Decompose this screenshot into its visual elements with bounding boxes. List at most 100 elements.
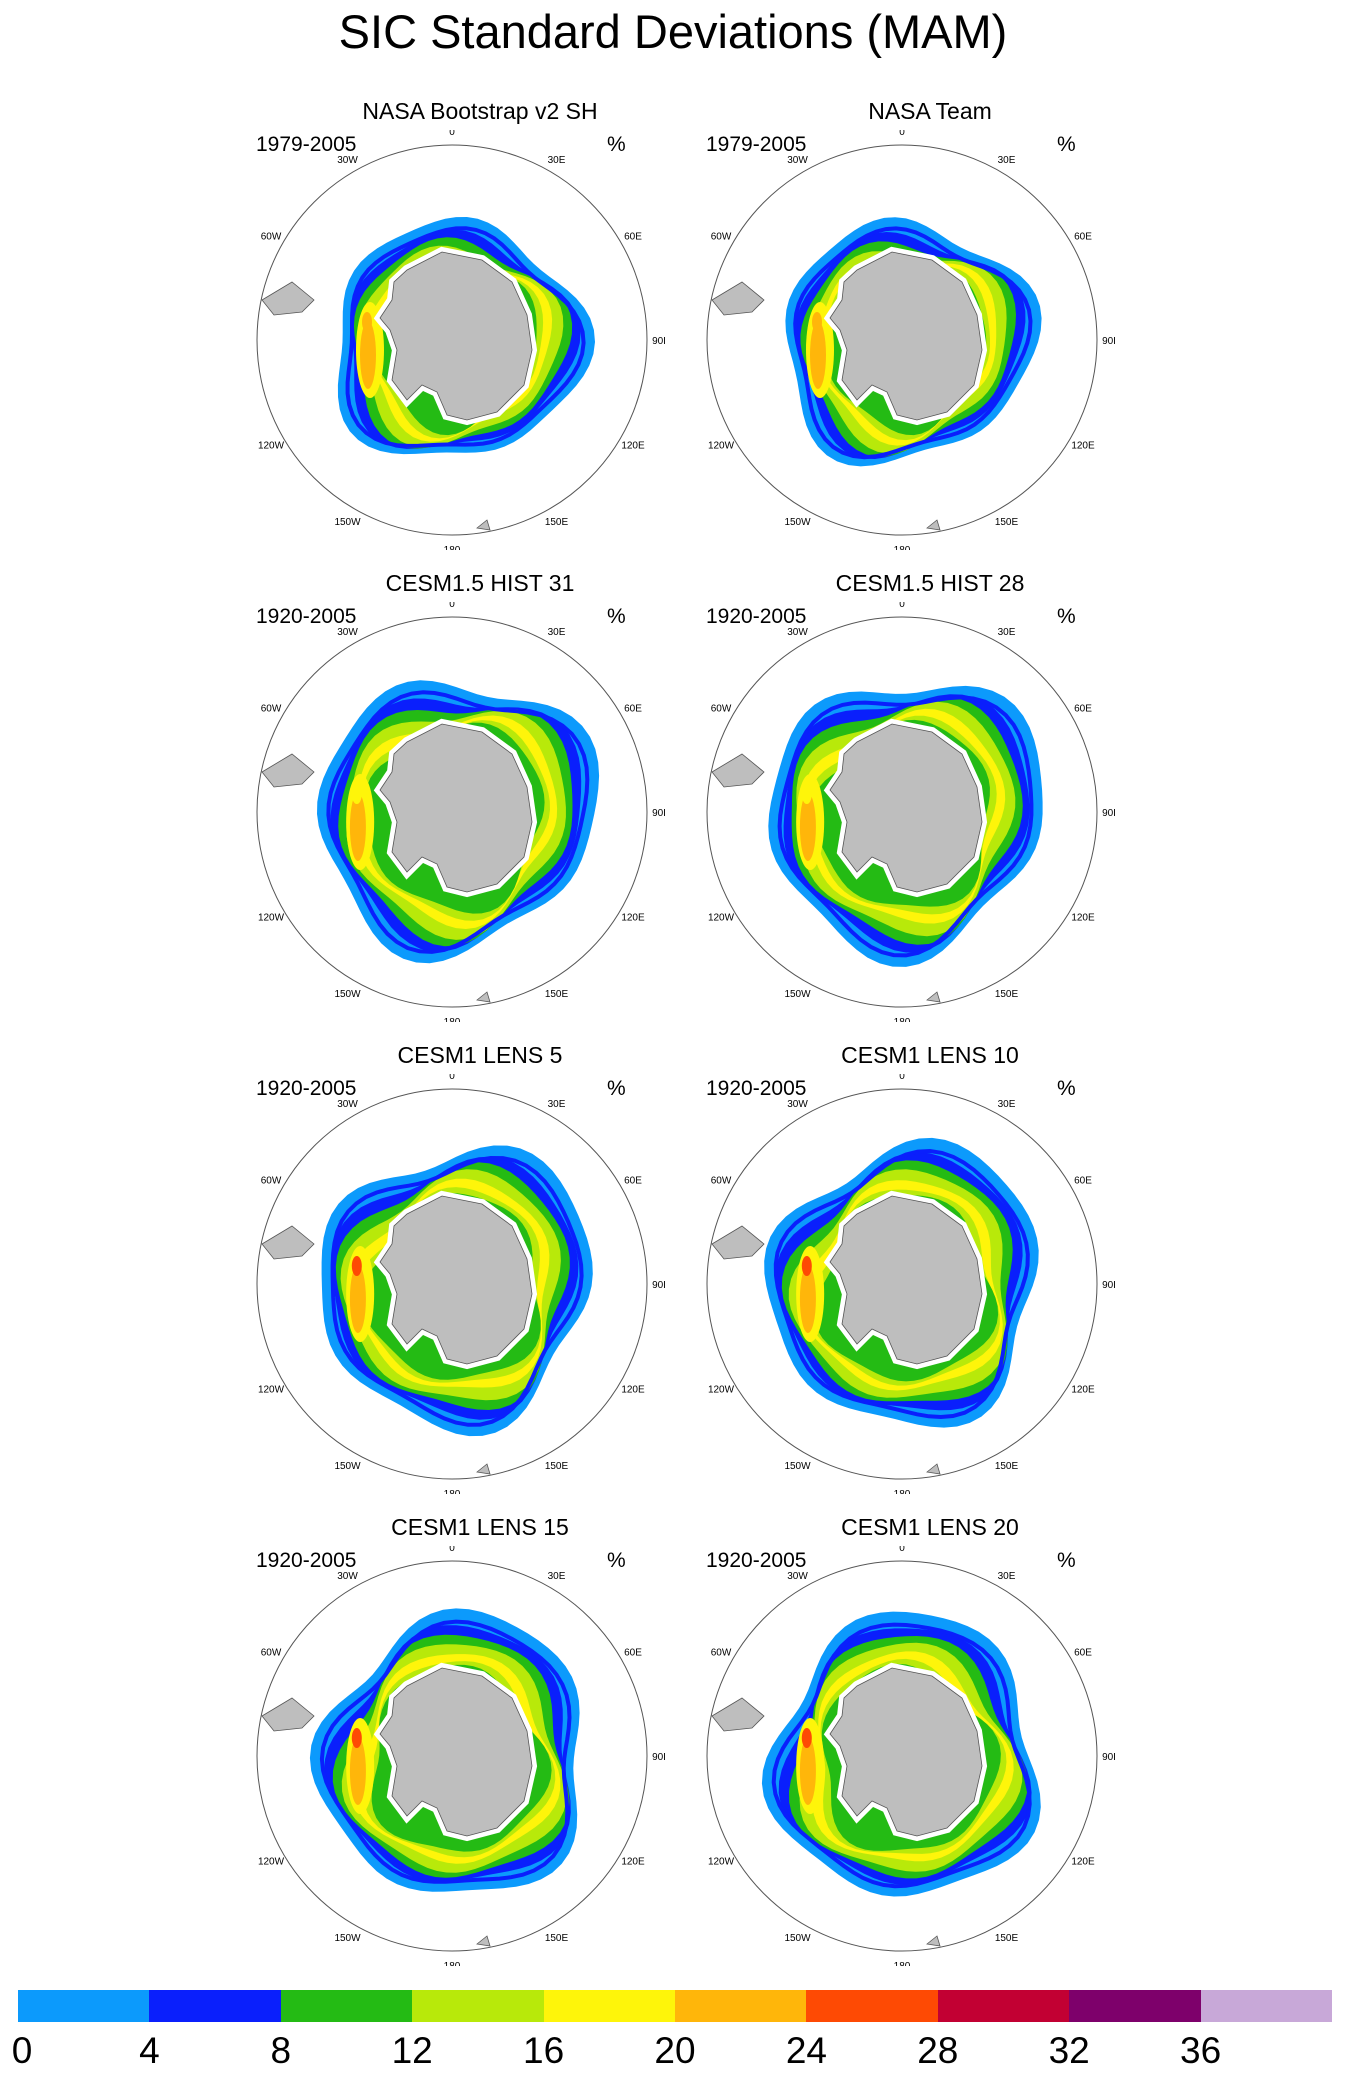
longitude-label: 90E — [652, 1280, 665, 1291]
figure-title: SIC Standard Deviations (MAM) — [338, 5, 1008, 58]
colorbar-segment — [149, 1990, 281, 2022]
map-panel: CESM1 LENS 20 1920-2005% 0 30E 60E 90E 120E 150… — [705, 1514, 1155, 1984]
panel-period: 1920-2005 — [706, 1549, 807, 1572]
south-america-land — [711, 1225, 765, 1260]
longitude-label: 60W — [711, 704, 732, 715]
map-panel: CESM1 LENS 15 1920-2005% 0 30E 60E 90E 120E 150… — [255, 1514, 705, 1984]
sic-contour — [801, 1728, 812, 1748]
colorbar-label: 16 — [523, 2030, 565, 2071]
longitude-label: 150E — [545, 1461, 569, 1472]
panel-unit: % — [1057, 1549, 1076, 1572]
sic-contour-line — [345, 226, 586, 448]
longitude-label: 30E — [548, 155, 566, 166]
longitude-label: 150E — [995, 989, 1019, 1000]
colorbar-segment — [543, 1990, 675, 2022]
sic-contour — [799, 1265, 816, 1333]
sic-contour — [349, 1265, 366, 1333]
sic-contour-line — [771, 1622, 1032, 1889]
longitude-label: 150W — [334, 1933, 361, 1944]
polar-map: 030E60E90E120E150E180150W120W90W60W30W — [706, 130, 1115, 550]
longitude-label: 120W — [708, 441, 735, 452]
south-america-land — [261, 1225, 315, 1260]
longitude-label: 150W — [784, 517, 811, 528]
panel-unit: % — [1057, 133, 1076, 156]
island-land — [926, 1463, 941, 1475]
colorbar-label: 8 — [270, 2030, 292, 2071]
sic-contour — [799, 793, 816, 861]
panel-title: CESM1 LENS 15 — [391, 1514, 569, 1540]
south-america-land — [711, 281, 765, 316]
south-america-land — [261, 1697, 315, 1732]
sic-contour — [351, 1728, 362, 1748]
panel-unit: % — [1057, 605, 1076, 628]
antarctica-land — [379, 251, 533, 421]
longitude-label: 120E — [621, 1857, 645, 1868]
colorbar-segment — [806, 1990, 938, 2022]
island-land — [926, 519, 941, 531]
longitude-label: 90E — [1102, 1280, 1115, 1291]
longitude-label: 120E — [621, 1385, 645, 1396]
longitude-label: 180 — [444, 1961, 461, 1966]
south-america-land — [261, 753, 315, 788]
panel-period: 1920-2005 — [256, 605, 357, 628]
longitude-label: 120W — [258, 1857, 285, 1868]
longitude-label: 150W — [784, 989, 811, 1000]
antarctica-land — [379, 1195, 533, 1365]
longitude-label: 150E — [995, 517, 1019, 528]
sic-contour — [351, 784, 362, 804]
antarctica-land — [829, 251, 983, 421]
panel-unit: % — [1057, 1077, 1076, 1100]
south-america-land — [261, 281, 315, 316]
antarctica-land — [379, 1667, 533, 1837]
colorbar-label: 0 — [11, 2030, 33, 2071]
longitude-label: 0 — [449, 1074, 455, 1082]
sic-contour — [349, 1737, 366, 1805]
colorbar-label: 12 — [391, 2030, 433, 2071]
longitude-label: 120W — [258, 441, 285, 452]
longitude-label: 150E — [545, 1933, 569, 1944]
polar-map: 030E60E90E120E150E180150W120W90W60W30W — [256, 1546, 665, 1966]
longitude-label: 30W — [337, 155, 358, 166]
longitude-label: 180 — [894, 1489, 911, 1494]
longitude-label: 90E — [1102, 336, 1115, 347]
antarctica-land — [829, 1195, 983, 1365]
longitude-label: 0 — [449, 1546, 455, 1554]
panel-period: 1920-2005 — [256, 1549, 357, 1572]
longitude-label: 120W — [258, 1385, 285, 1396]
sic-contour — [801, 784, 812, 804]
longitude-label: 150W — [784, 1933, 811, 1944]
longitude-label: 180 — [894, 545, 911, 550]
longitude-label: 30E — [548, 1571, 566, 1582]
longitude-label: 30E — [998, 1099, 1016, 1110]
longitude-label: 90E — [652, 808, 665, 819]
longitude-label: 180 — [444, 1489, 461, 1494]
panel-period: 1920-2005 — [256, 1077, 357, 1100]
longitude-label: 0 — [449, 602, 455, 610]
colorbar-label: 20 — [654, 2030, 696, 2071]
sic-contour — [349, 793, 366, 861]
polar-map: 030E60E90E120E150E180150W120W90W60W30W — [256, 130, 665, 550]
panel-period: 1979-2005 — [706, 133, 807, 156]
antarctica-land — [829, 723, 983, 893]
longitude-label: 30W — [787, 1099, 808, 1110]
longitude-label: 120E — [621, 913, 645, 924]
colorbar-segment — [18, 1990, 150, 2022]
longitude-label: 60E — [624, 1176, 642, 1187]
longitude-label: 150E — [545, 989, 569, 1000]
sic-contour — [812, 312, 822, 332]
longitude-label: 150W — [784, 1461, 811, 1472]
map-panel: CESM1 LENS 10 1920-2005% 0 30E 60E 90E 120E 150… — [705, 1042, 1155, 1512]
polar-map: 030E60E90E120E150E180150W120W90W60W30W — [256, 602, 665, 1022]
sic-contour — [799, 1737, 816, 1805]
map-panel: NASA Team 1979-2005% 0 30E 60E 90E 120E 150E 180… — [705, 98, 1155, 568]
colorbar-segment — [412, 1990, 544, 2022]
map-panel: CESM1.5 HIST 31 1920-2005% 0 30E 60E 90E 120E 1… — [255, 570, 705, 1040]
panel-period: 1920-2005 — [706, 605, 807, 628]
antarctica-land — [379, 723, 533, 893]
panel-title: NASA Team — [868, 98, 992, 124]
longitude-label: 120W — [708, 913, 735, 924]
longitude-label: 60W — [261, 232, 282, 243]
sic-contour — [351, 1256, 362, 1276]
sic-contour-line — [793, 226, 1033, 460]
